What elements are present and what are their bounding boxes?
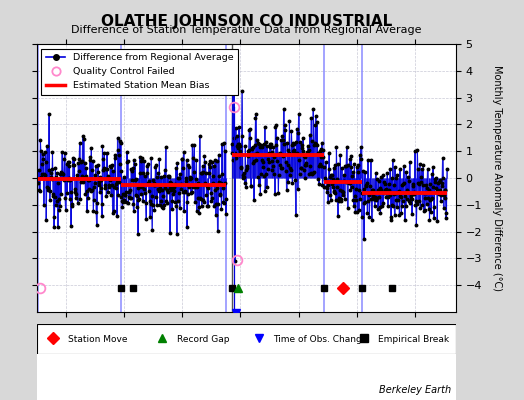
Text: Empirical Break: Empirical Break [378, 335, 450, 344]
FancyBboxPatch shape [37, 324, 456, 354]
Y-axis label: Monthly Temperature Anomaly Difference (°C): Monthly Temperature Anomaly Difference (… [492, 65, 501, 291]
Legend: Difference from Regional Average, Quality Control Failed, Estimated Station Mean: Difference from Regional Average, Qualit… [41, 49, 238, 95]
Text: Time of Obs. Change: Time of Obs. Change [274, 335, 368, 344]
Text: Record Gap: Record Gap [177, 335, 230, 344]
Text: Station Move: Station Move [68, 335, 128, 344]
Text: Berkeley Earth: Berkeley Earth [378, 385, 451, 395]
Text: OLATHE JOHNSON CO INDUSTRIAL: OLATHE JOHNSON CO INDUSTRIAL [101, 14, 392, 29]
Text: Difference of Station Temperature Data from Regional Average: Difference of Station Temperature Data f… [71, 25, 421, 35]
